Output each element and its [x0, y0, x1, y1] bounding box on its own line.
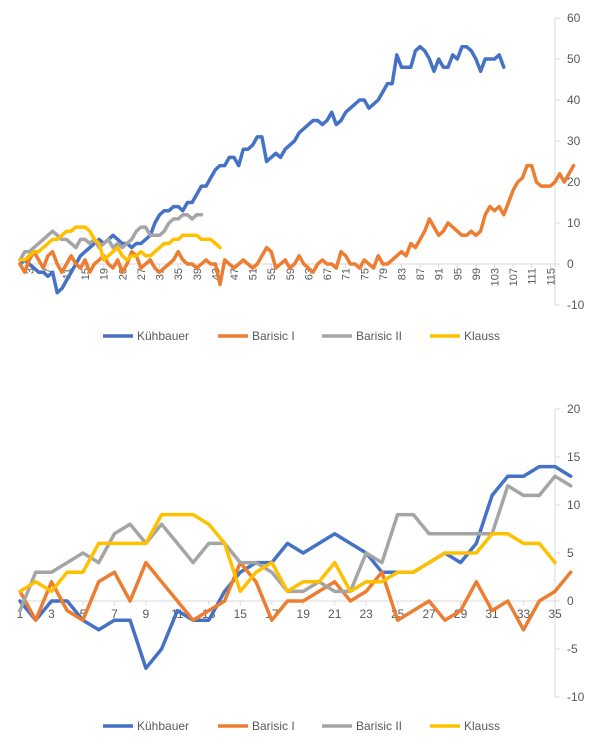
- y-tick-label: 50: [567, 52, 581, 66]
- y-tick-label: 0: [567, 257, 574, 271]
- x-tick-label: 95: [452, 268, 464, 280]
- x-tick-label: 3: [24, 268, 36, 274]
- x-tick-label: 75: [359, 268, 371, 280]
- x-tick-label: 67: [322, 268, 334, 280]
- x-tick-label: 47: [229, 268, 241, 280]
- legend-label: Barisic II: [356, 329, 402, 343]
- y-tick-label: 5: [567, 546, 574, 560]
- series-line-klauss: [18, 225, 222, 262]
- x-tick-label: 15: [234, 607, 248, 621]
- y-tick-label: -5: [567, 642, 578, 656]
- legend: Kühbauer Barisic I Barisic II Klauss: [103, 329, 500, 343]
- x-tick-label: 3: [48, 607, 55, 621]
- x-tick-label: 27: [136, 268, 148, 280]
- series-line-barisic-ii: [18, 474, 573, 613]
- x-tick-label: 19: [99, 268, 111, 280]
- x-tick-label: 115: [545, 268, 557, 286]
- x-tick-label: 7: [111, 607, 118, 621]
- x-tick-label: 35: [548, 607, 562, 621]
- x-tick-label: 103: [490, 268, 502, 286]
- y-tick-label: 0: [567, 594, 574, 608]
- series-line-barisic-ii: [18, 213, 204, 262]
- series-line-barisic-i: [18, 163, 576, 287]
- legend-label: Barisic I: [252, 329, 295, 343]
- x-tick-label: 55: [266, 268, 278, 280]
- x-tick-label: 99: [471, 268, 483, 280]
- x-tick-label: 33: [517, 607, 531, 621]
- x-tick-label: 29: [454, 607, 468, 621]
- x-tick-label: 71: [341, 268, 353, 280]
- y-tick-label: 10: [567, 216, 581, 230]
- y-tick-label: -10: [567, 690, 585, 704]
- x-tick-label: 87: [415, 268, 427, 280]
- x-tick-label: 5: [80, 607, 87, 621]
- legend-label: Barisic I: [252, 719, 295, 733]
- x-tick-label: 107: [508, 268, 520, 286]
- chart-cumulative-long: -10 0 10 20 30 40 50 60 3 7 11 15 19 23 27 31 35 39 43 47 51…: [0, 0, 602, 360]
- series-line-k-hbauer: [18, 464, 573, 670]
- x-tick-label: 1: [17, 607, 24, 621]
- y-tick-label: 20: [567, 175, 581, 189]
- legend-label: Barisic II: [356, 719, 402, 733]
- x-tick-label: 111: [527, 268, 539, 285]
- x-tick-label: 19: [297, 607, 311, 621]
- legend-label: Kühbauer: [137, 719, 189, 733]
- x-tick-label: 23: [359, 607, 373, 621]
- series-line-barisic-i: [18, 560, 573, 632]
- x-tick-label: 59: [285, 268, 297, 280]
- x-tick-label: 35: [173, 268, 185, 280]
- y-tick-label: 30: [567, 134, 581, 148]
- x-tick-label: 31: [485, 607, 499, 621]
- legend-label: Klauss: [464, 329, 500, 343]
- y-tick-label: -10: [567, 298, 585, 312]
- x-tick-label: 27: [422, 607, 436, 621]
- x-tick-label: 83: [396, 268, 408, 280]
- x-tick-label: 9: [143, 607, 150, 621]
- x-tick-label: 7: [43, 268, 55, 274]
- legend-label: Kühbauer: [137, 329, 189, 343]
- y-tick-label: 40: [567, 93, 581, 107]
- y-tick-label: 10: [567, 498, 581, 512]
- y-tick-label: 60: [567, 11, 581, 25]
- x-tick-label: 79: [378, 268, 390, 280]
- chart-cumulative-short: -10 -5 0 5 10 15 20 1 3 5 7 9 11 13 15 17 19 21 23 25 27 29 31…: [0, 395, 602, 750]
- series-line-k-hbauer: [18, 44, 506, 295]
- x-tick-label: 51: [248, 268, 260, 280]
- legend-label: Klauss: [464, 719, 500, 733]
- x-tick-label: 39: [192, 268, 204, 280]
- x-tick-label: 11: [62, 268, 74, 279]
- y-tick-label: 15: [567, 450, 581, 464]
- x-tick-label: 91: [434, 268, 446, 280]
- series-line-klauss: [18, 512, 557, 594]
- legend: Kühbauer Barisic I Barisic II Klauss: [103, 719, 500, 733]
- y-tick-label: 20: [567, 402, 581, 416]
- x-tick-label: 21: [328, 607, 342, 621]
